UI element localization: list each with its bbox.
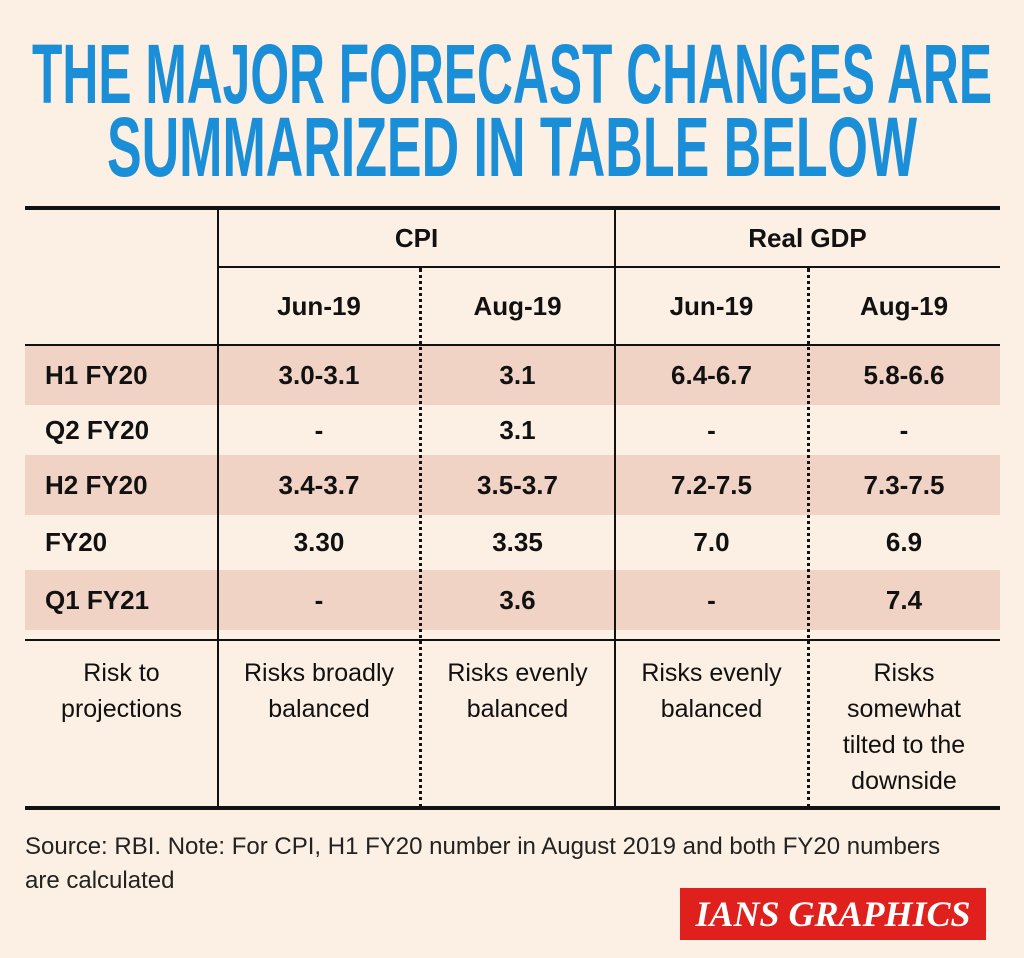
title-area: THE MAJOR FORECAST CHANGES ARE SUMMARIZE…: [32, 27, 992, 194]
table-cell: 3.5-3.7: [477, 469, 558, 500]
column-dotted-line: [807, 268, 810, 808]
risk-cell: Risks evenly balanced: [447, 659, 588, 723]
table-cell: 7.2-7.5: [671, 469, 752, 500]
table-cell: 5.8-6.6: [863, 359, 945, 390]
row-shade: [25, 345, 1000, 405]
table-cell: 3.30: [293, 527, 345, 557]
row-label: Q1 FY21: [45, 584, 150, 615]
row-label: Q2 FY20: [45, 414, 150, 445]
row-label: FY20: [45, 527, 108, 557]
table-cell: 6.9: [885, 527, 923, 557]
table-cell: 3.1: [499, 359, 536, 390]
rule: [218, 266, 1000, 268]
table-cell: 3.0-3.1: [278, 359, 360, 390]
table-cell: 3.1: [499, 414, 536, 445]
row-label: H2 FY20: [45, 469, 148, 500]
column-dotted-line: [419, 268, 422, 808]
column-header: Aug-19: [473, 290, 562, 321]
title-line: SUMMARIZED IN TABLE BELOW: [107, 100, 917, 194]
row-label: Risk to projections: [61, 659, 182, 723]
table-cell: 3.4-3.7: [278, 469, 360, 500]
table-cell: -: [314, 414, 324, 445]
row-shade: [25, 570, 1000, 630]
rule: [25, 344, 1000, 346]
brand-logo: IANS GRAPHICS: [680, 888, 986, 940]
risk-cell: Risks broadly balanced: [243, 659, 395, 723]
table-cell: 7.3-7.5: [863, 469, 945, 500]
table-cell: 7.4: [885, 584, 923, 615]
column-header: Jun-19: [277, 290, 361, 321]
risk-cell: Risks evenly balanced: [641, 659, 782, 723]
table-cell: -: [707, 414, 716, 445]
table-cell: 3.35: [492, 527, 543, 557]
risk-cell: Risks somewhat tilted to the downside: [842, 659, 966, 795]
column-header: Jun-19: [669, 290, 754, 321]
table-cell: -: [314, 584, 324, 615]
table-cell: -: [899, 414, 909, 445]
title-line: THE MAJOR FORECAST CHANGES ARE: [32, 27, 992, 121]
table-cell: -: [707, 584, 716, 615]
column-line: [217, 208, 219, 808]
group-header: Real GDP: [748, 222, 867, 253]
row-label: H1 FY20: [45, 359, 148, 390]
group-header: CPI: [394, 222, 439, 253]
rule: [25, 639, 1000, 641]
rule: [25, 806, 1000, 810]
table-cell: 6.4-6.7: [671, 359, 752, 390]
source-note: Source: RBI. Note: For CPI, H1 FY20 numb…: [25, 833, 941, 894]
table-cell: 7.0: [693, 527, 730, 557]
column-header: Aug-19: [859, 290, 949, 321]
column-line: [614, 208, 616, 808]
row-shade: [25, 455, 1000, 515]
table-cell: 3.6: [499, 584, 536, 615]
rule: [25, 206, 1000, 210]
